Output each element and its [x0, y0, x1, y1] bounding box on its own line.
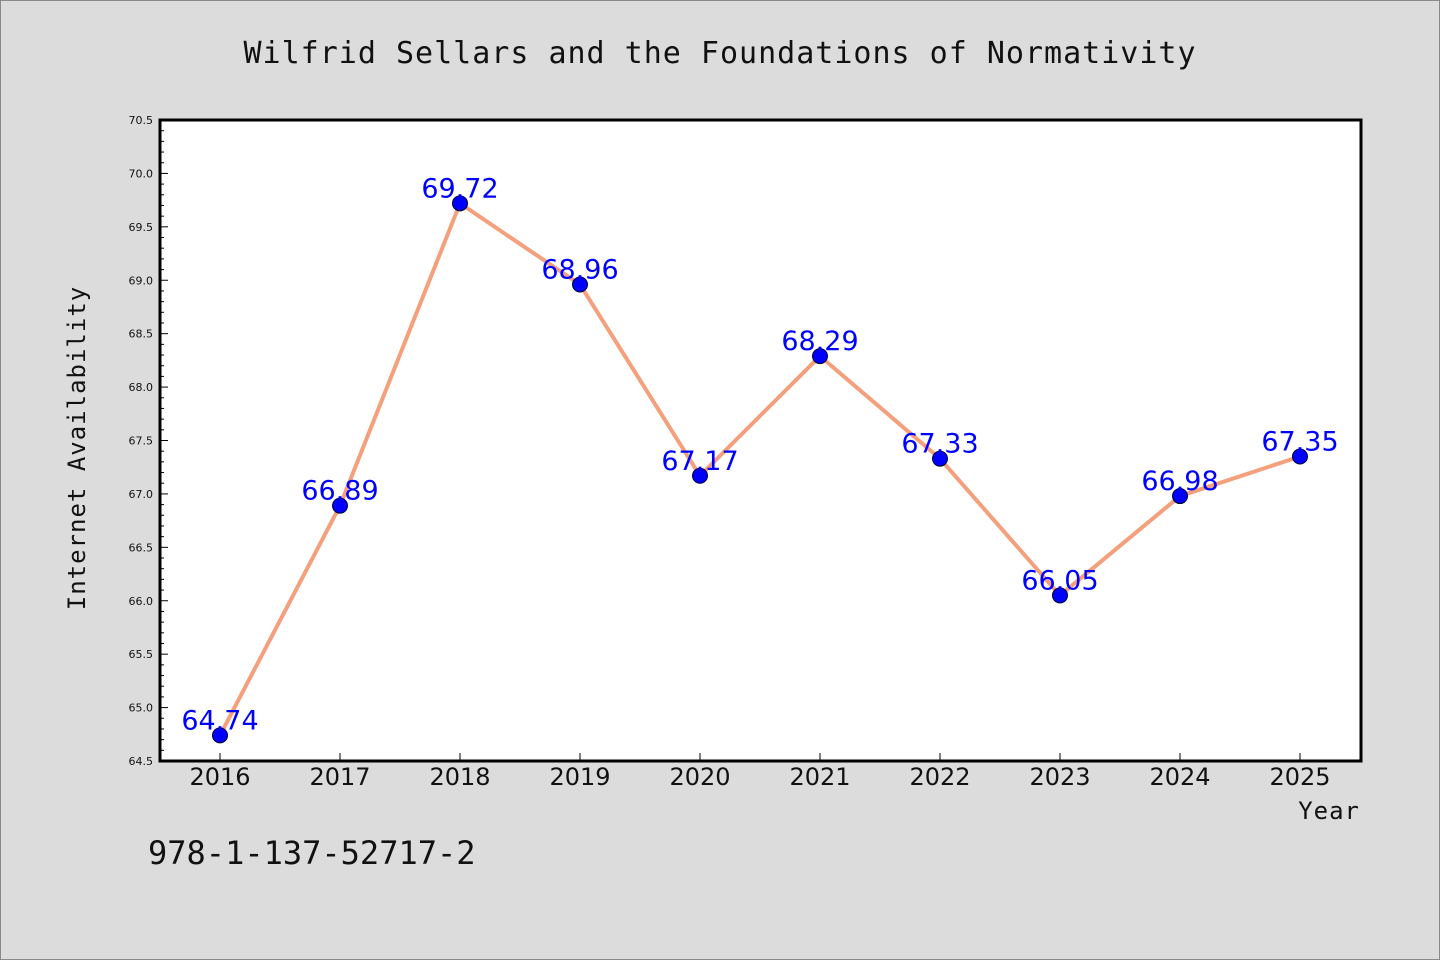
series-line-group [218, 201, 1302, 738]
data-label: 67.35 [1261, 427, 1338, 458]
x-tick-label: 2017 [309, 763, 370, 791]
y-tick-label: 67.5 [129, 435, 154, 448]
x-tick-label: 2016 [189, 763, 250, 791]
y-tick-label: 68.0 [129, 381, 154, 394]
data-point [812, 348, 828, 365]
data-point [1172, 488, 1188, 505]
y-tick-label: 66.0 [129, 595, 154, 608]
x-tick-label: 2023 [1029, 763, 1090, 791]
y-tick-label: 66.5 [129, 541, 154, 554]
data-point [932, 450, 948, 467]
x-axis-ticks: 2016 2017 2018 2019 2020 2021 2022 2023 2024 2025 [189, 753, 1331, 791]
y-tick-label: 70.0 [129, 167, 154, 180]
data-label: 67.17 [661, 446, 738, 477]
data-point [212, 727, 228, 744]
isbn-label: 978-1-137-52717-2 [148, 834, 476, 872]
y-tick-label: 70.5 [129, 114, 154, 127]
x-tick-label: 2024 [1149, 763, 1210, 791]
data-label: 68.29 [781, 326, 858, 357]
y-tick-label: 65.0 [129, 702, 154, 715]
data-point [692, 467, 708, 484]
x-tick-label: 2022 [909, 763, 970, 791]
data-point [452, 195, 468, 212]
data-label: 66.98 [1141, 466, 1218, 497]
x-tick-label: 2019 [549, 763, 610, 791]
data-label: 64.74 [181, 705, 258, 736]
series-line [218, 201, 1302, 738]
chart-title: Wilfrid Sellars and the Foundations of N… [243, 36, 1196, 71]
data-label: 67.33 [901, 429, 978, 460]
data-labels: 64.74 66.89 69.72 68.96 67.17 68.29 67.33 66.05… [181, 173, 1338, 736]
plot-area [158, 118, 1363, 763]
x-tick-label: 2020 [669, 763, 730, 791]
data-label: 68.96 [541, 255, 618, 286]
data-label: 66.89 [301, 476, 378, 507]
y-tick-label: 65.5 [129, 648, 154, 661]
data-label: 66.05 [1021, 565, 1098, 596]
y-tick-label: 67.0 [129, 488, 154, 501]
y-axis-label: Internet Availability [63, 286, 91, 610]
x-axis-label: Year [1298, 797, 1360, 825]
x-tick-label: 2021 [789, 763, 850, 791]
y-tick-label: 64.5 [129, 755, 154, 768]
y-tick-label: 69.5 [129, 221, 154, 234]
x-tick-label: 2025 [1269, 763, 1330, 791]
data-point [572, 276, 588, 293]
data-markers [212, 195, 1308, 744]
y-tick-label: 69.0 [129, 274, 154, 287]
data-point [1292, 448, 1308, 465]
data-label: 69.72 [421, 173, 498, 204]
x-tick-label: 2018 [429, 763, 490, 791]
y-axis-ticks: 64.5 65.0 65.5 66.0 66.5 67.0 67.5 68.0 68.5 69.0… [129, 114, 168, 768]
data-point [332, 497, 348, 514]
y-tick-label: 68.5 [129, 328, 154, 341]
data-point [1052, 587, 1068, 604]
